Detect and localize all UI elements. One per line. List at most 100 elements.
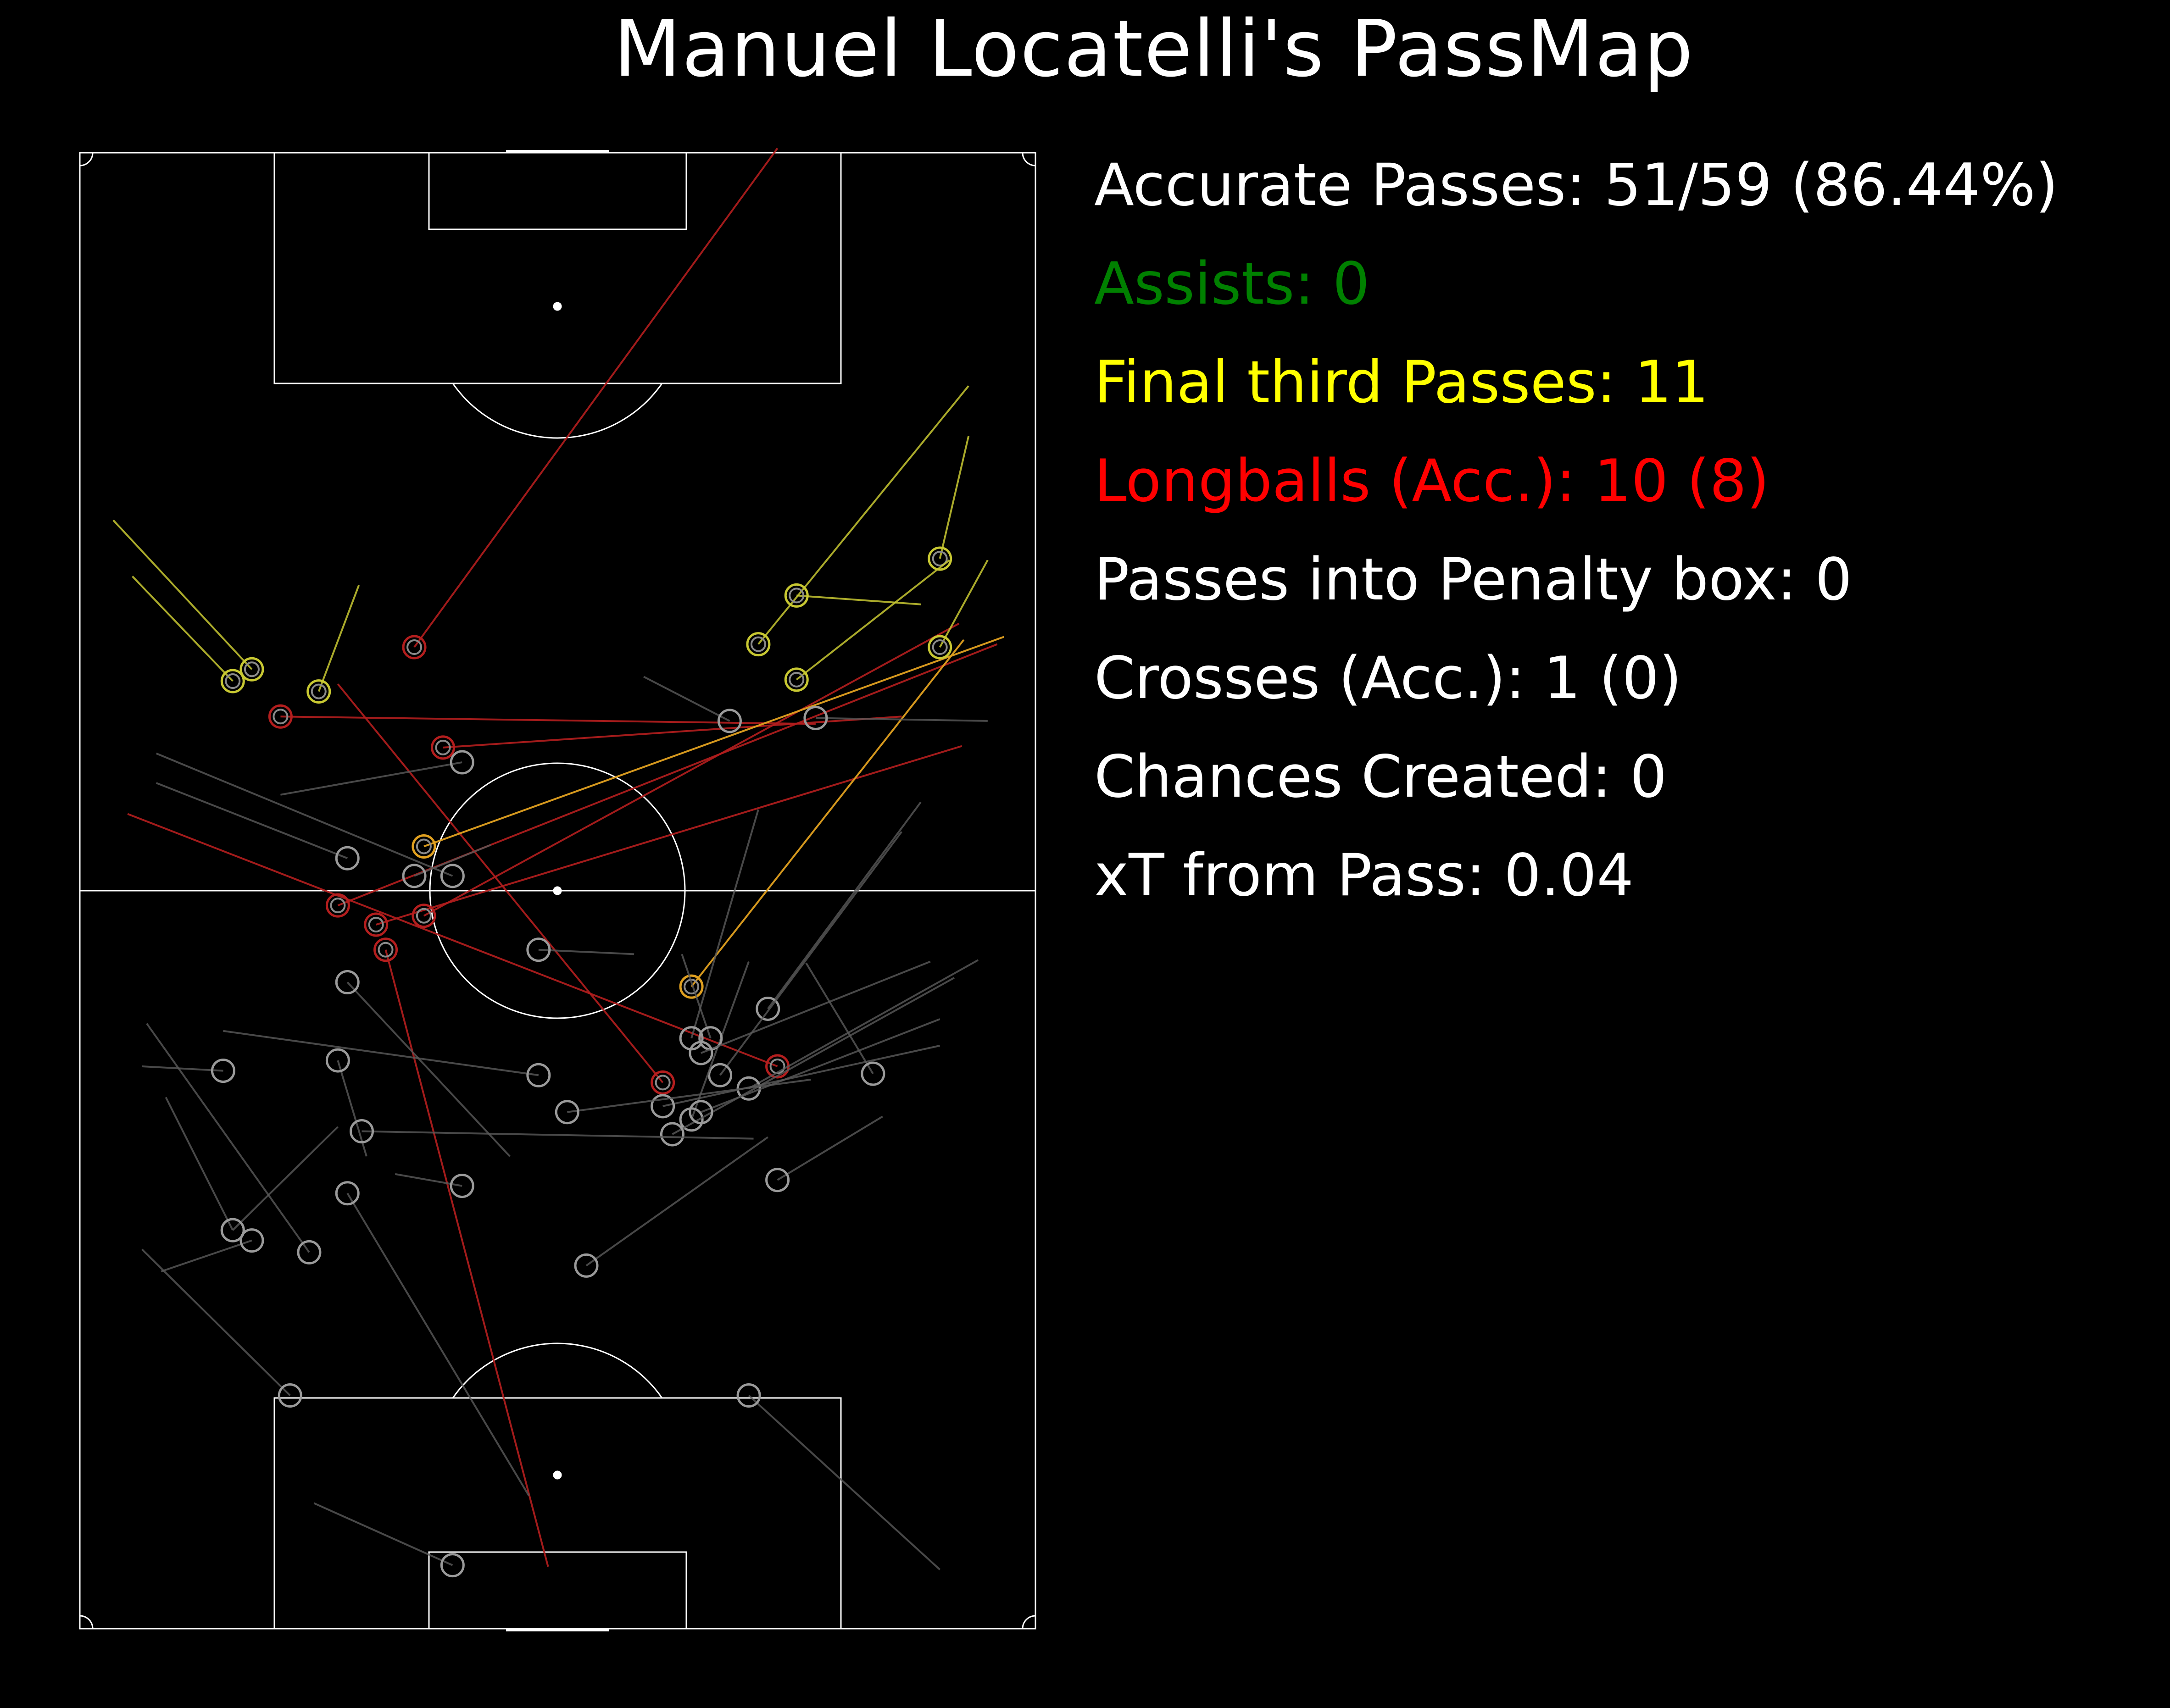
- centre-spot: [553, 886, 562, 895]
- pass-line: [662, 1044, 940, 1107]
- pass-end-marker: [297, 1240, 322, 1264]
- pass-end-marker: [373, 937, 398, 962]
- pass-line: [939, 560, 989, 648]
- top-penalty-arc: [452, 383, 663, 439]
- pass-line: [362, 1130, 754, 1140]
- pass-line: [681, 954, 712, 1039]
- pass-line: [384, 949, 549, 1567]
- pass-end-marker: [651, 1070, 675, 1095]
- pass-end-marker-inner: [368, 917, 384, 933]
- pass-line: [156, 782, 348, 860]
- pass-end-marker: [708, 1063, 733, 1087]
- pass-end-marker: [412, 834, 436, 859]
- pass-end-marker-inner: [750, 636, 766, 652]
- pass-end-marker: [660, 1122, 684, 1147]
- pass-end-marker-inner: [244, 661, 260, 677]
- pass-end-marker: [412, 904, 436, 928]
- pass-line: [748, 1395, 941, 1570]
- pass-line: [156, 752, 453, 877]
- pass-end-marker: [450, 750, 474, 775]
- pass-end-marker: [440, 864, 465, 888]
- pass-end-marker-inner: [932, 550, 948, 566]
- pass-line: [690, 961, 750, 1120]
- bottom-penalty-spot: [553, 1470, 562, 1480]
- pass-line: [112, 519, 253, 670]
- pass-line: [939, 436, 970, 559]
- pass-line: [767, 801, 922, 1009]
- pass-line: [337, 1060, 367, 1157]
- stat-line: Accurate Passes: 51/59 (86.44%): [1094, 151, 2059, 219]
- pass-end-marker: [349, 1119, 374, 1144]
- pass-line: [413, 148, 779, 648]
- pass-line: [346, 1192, 530, 1497]
- pass-end-marker: [220, 669, 245, 693]
- top-penalty-area: [273, 152, 842, 384]
- pass-line: [165, 1097, 234, 1231]
- stat-line: Final third Passes: 11: [1094, 348, 1709, 416]
- pass-end-marker: [239, 1228, 264, 1253]
- pass-end-marker: [679, 974, 704, 999]
- pass-end-marker-inner: [273, 709, 289, 725]
- bottom-penalty-arc: [452, 1342, 663, 1398]
- pass-end-marker: [268, 704, 293, 729]
- pass-line: [748, 959, 979, 1089]
- corner-arc: [79, 152, 94, 166]
- pass-line: [805, 962, 874, 1075]
- pass-line: [223, 1030, 539, 1076]
- pass-end-marker: [928, 546, 952, 571]
- pass-end-marker: [756, 996, 780, 1021]
- pass-end-marker: [239, 657, 264, 682]
- pitch: [79, 150, 1036, 1631]
- pass-line: [701, 960, 931, 1054]
- pass-end-marker: [335, 846, 360, 871]
- pass-end-marker: [325, 1048, 350, 1073]
- pass-end-marker: [928, 635, 952, 660]
- pass-line: [567, 1078, 811, 1113]
- pass-line: [423, 622, 960, 917]
- bottom-penalty-area: [273, 1397, 842, 1630]
- pass-end-marker: [335, 1181, 360, 1206]
- pass-end-marker-inner: [932, 639, 948, 655]
- pass-end-marker: [278, 1383, 302, 1408]
- stat-line: Crosses (Acc.): 1 (0): [1094, 644, 1682, 712]
- pass-line: [232, 1126, 339, 1231]
- pass-line: [796, 594, 921, 605]
- pass-end-marker: [736, 1383, 761, 1408]
- stat-line: Assists: 0: [1094, 250, 1370, 317]
- pass-end-marker: [335, 970, 360, 995]
- pass-line: [585, 1136, 768, 1267]
- pass-line: [643, 676, 730, 722]
- top-penalty-spot: [553, 302, 562, 311]
- pass-line: [280, 761, 462, 796]
- pass-end-marker: [555, 1100, 579, 1125]
- pass-end-marker: [717, 709, 742, 733]
- pass-line: [161, 1239, 252, 1273]
- pass-end-marker-inner: [330, 898, 346, 914]
- pass-end-marker-inner: [416, 908, 432, 924]
- pass-line: [538, 948, 634, 955]
- pass-line: [423, 636, 1004, 848]
- pass-line: [719, 831, 902, 1076]
- pass-end-marker: [765, 1168, 790, 1192]
- pass-end-marker: [746, 632, 771, 657]
- pass-line: [672, 977, 955, 1135]
- pass-line: [414, 844, 491, 877]
- corner-arc: [1022, 1615, 1036, 1629]
- pass-end-marker: [402, 635, 427, 660]
- pass-line: [127, 813, 778, 1067]
- pass-end-marker: [784, 583, 809, 608]
- stats-panel: Accurate Passes: 51/59 (86.44%) Assists: …: [1094, 156, 2163, 945]
- bottom-six-yard-box: [428, 1551, 687, 1630]
- chart-title: Manuel Locatelli's PassMap: [613, 4, 1694, 94]
- pass-end-marker: [689, 1041, 713, 1065]
- pass-line: [777, 1115, 883, 1181]
- corner-arc: [79, 1615, 94, 1629]
- pass-end-marker: [211, 1059, 235, 1083]
- pass-end-marker-inner: [655, 1075, 671, 1091]
- pass-end-marker: [402, 864, 427, 888]
- pass-end-marker: [526, 1063, 551, 1087]
- top-six-yard-box: [428, 152, 687, 230]
- pass-end-marker-inner: [789, 588, 805, 604]
- pass-line: [141, 1248, 291, 1396]
